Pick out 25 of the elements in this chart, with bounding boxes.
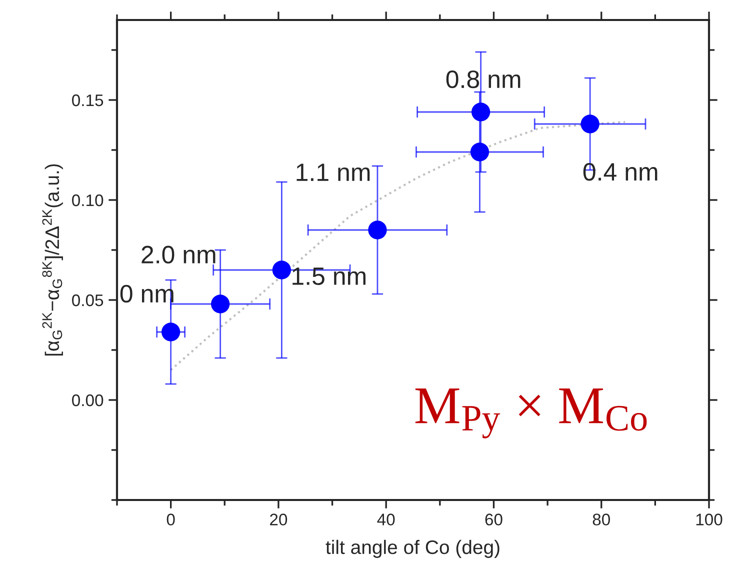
x-tick-label: 40 [377, 514, 395, 526]
x-tick-label: 20 [270, 514, 288, 526]
point [368, 220, 387, 240]
point [580, 114, 600, 134]
y-tick-label: 0.05 [72, 294, 104, 306]
y-tick-label: 0.10 [72, 194, 104, 206]
annotation: 1.5 nm [292, 268, 366, 286]
x-tick-label: 0 [166, 514, 175, 526]
x-tick-label: 60 [485, 514, 502, 526]
annotation: M$_{Py}$ × M$_{Co}$ [415, 388, 647, 438]
annotation: 1.1 nm [296, 164, 370, 181]
annotation: 0.4 nm [583, 163, 658, 181]
point [272, 260, 291, 280]
point [162, 322, 180, 342]
text: [α$_{G}$$^{2K}$−α$_{G}$$^{8K}$]/2Δ$^{2K}$(a.u.) [42, 164, 63, 356]
annotation: 2.0 nm [142, 246, 216, 264]
y-tick-label: 0.15 [72, 94, 104, 106]
x-tick-label: 80 [592, 514, 610, 526]
x-tick-label: 100 [696, 514, 722, 526]
point [471, 102, 490, 122]
point [211, 294, 230, 314]
y-tick-label: 0.00 [72, 394, 104, 406]
point [470, 142, 490, 162]
x-axis-title: tilt angle of Co (deg) [326, 540, 500, 558]
annotation: 0.8 nm [446, 70, 520, 88]
